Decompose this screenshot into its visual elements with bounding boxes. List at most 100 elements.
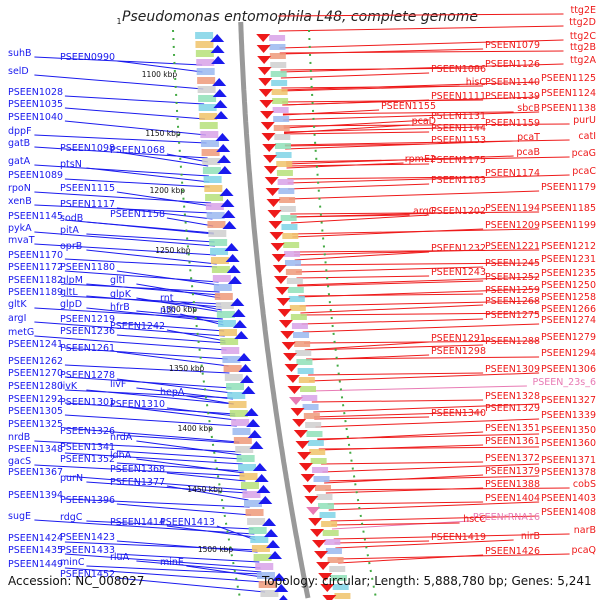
plus-gene-label: livK [60, 381, 78, 392]
minus-gene-label: PSEEN1309 [485, 364, 540, 375]
plus-gene-label: pykA [8, 223, 32, 234]
minus-gene-leader [301, 318, 484, 325]
feature-band [279, 206, 296, 212]
plus-gene-label: nth [160, 305, 176, 316]
plus-gene-label: PSEEN1396 [60, 495, 115, 506]
feature-band [260, 590, 279, 597]
minus-strand-arrow [280, 331, 295, 339]
feature-band [319, 512, 336, 518]
feature-band [309, 449, 326, 455]
plus-gene-leader [64, 541, 258, 551]
plus-gene-label: minE [160, 557, 184, 568]
minus-gene-leader [308, 372, 484, 376]
minus-gene-leader [322, 463, 540, 473]
plus-strand-arrow [217, 166, 232, 174]
feature-band [204, 185, 223, 192]
feature-band [200, 131, 219, 138]
minus-gene-label: PSEEN1124 [541, 88, 596, 99]
plus-gene-leader [136, 387, 234, 400]
plus-strand-arrow [247, 430, 262, 438]
feature-band [213, 284, 232, 291]
feature-band [235, 446, 254, 453]
minus-gene-label: PSEEN1259 [485, 285, 540, 296]
plus-gene-leader [116, 378, 233, 394]
minus-strand-arrow [266, 199, 281, 207]
plus-strand-arrow [227, 276, 242, 284]
plus-gene-label: PSEEN1424 [8, 533, 63, 544]
minus-strand-arrow [257, 67, 272, 75]
minus-gene-leader [284, 139, 570, 146]
minus-gene-label: PSEEN1212 [541, 241, 596, 252]
plus-gene-label: PSEEN1413 [160, 517, 215, 528]
minus-gene-leader [308, 372, 540, 382]
plus-gene-leader [166, 525, 255, 538]
kbp-scale-label: 1100 kbp [142, 70, 178, 79]
feature-band [277, 179, 294, 185]
minus-gene-label: PSEEN1306 [541, 364, 596, 375]
feature-band [271, 89, 288, 95]
plus-gene-leader [86, 221, 214, 234]
minus-gene-label: PSEEN1144 [431, 123, 486, 134]
plus-gene-label: rdgC [60, 512, 83, 523]
minus-gene-label: PSEEN1231 [541, 254, 596, 265]
plus-gene-leader [64, 95, 205, 105]
accession-text: Accession: NC_008027 [8, 574, 145, 588]
minus-gene-label: PSEEN1125 [541, 73, 596, 84]
feature-band [305, 422, 322, 428]
plus-strand-arrow [222, 221, 237, 229]
gene-labels: 1 1100 kbp 1150 kbp 1200 kbp 1250 kbp 1300 kb… [8, 5, 596, 580]
minus-gene-leader [283, 111, 540, 121]
feature-band [196, 59, 215, 66]
plus-gene-leader [186, 565, 263, 578]
plus-gene-leader [64, 178, 210, 188]
minus-gene-leader [280, 72, 430, 79]
plus-gene-label: pitA [60, 225, 79, 236]
plus-gene-label: PSEEN1280 [8, 381, 63, 392]
minus-gene-label: PSEEN1175 [431, 155, 486, 166]
minus-gene-label: PSEEN1221 [485, 241, 540, 252]
minus-gene-leader [282, 99, 430, 106]
feature-band [215, 302, 234, 309]
plus-gene-leader [64, 295, 222, 305]
plus-gene-leader [34, 231, 216, 247]
feature-band [195, 50, 214, 57]
plus-strand-arrow [249, 441, 264, 449]
plus-gene-label: gltL [60, 287, 78, 298]
feature-band [289, 305, 306, 311]
minus-gene-leader [298, 293, 484, 297]
plus-gene-leader [116, 577, 266, 593]
plus-gene-leader [64, 452, 243, 465]
plus-gene-label: PSEEN1241 [8, 339, 63, 350]
feature-band [287, 287, 304, 293]
feature-band [288, 296, 305, 302]
feature-band [280, 215, 297, 221]
plus-strand-arrow [225, 254, 240, 262]
plus-strand-arrow [239, 375, 254, 383]
plus-gene-label: PSEEN1368 [110, 464, 165, 475]
plus-gene-label: PSEEN1262 [8, 356, 63, 367]
minus-gene-label: pcaG [572, 148, 596, 159]
minus-gene-label: PSEEN1339 [541, 410, 596, 421]
minus-gene-leader [317, 431, 484, 441]
feature-band [239, 473, 258, 480]
plus-gene-label: dppF [8, 126, 32, 137]
kbp-scale-label: 1500 kbp [198, 545, 234, 554]
plus-gene-label: PSEEN1172 [8, 262, 63, 273]
feature-band [271, 80, 288, 86]
plus-gene-leader [136, 560, 262, 573]
plus-gene-label: gatB [8, 138, 30, 149]
feature-band [282, 233, 299, 239]
plus-gene-leader [216, 525, 256, 541]
minus-gene-leader [330, 515, 540, 522]
minus-gene-leader [321, 461, 484, 465]
minus-gene-leader [300, 312, 540, 316]
minus-gene-leader [288, 183, 430, 190]
feature-band [211, 266, 230, 273]
minus-gene-leader [285, 140, 514, 150]
minus-strand-arrow [285, 375, 300, 383]
minus-gene-leader [323, 475, 540, 482]
minus-gene-label: PSEEN1111 [431, 91, 486, 102]
plus-gene-label: PSEEN1325 [8, 419, 63, 430]
feature-band [332, 584, 349, 590]
feature-band [286, 278, 303, 284]
